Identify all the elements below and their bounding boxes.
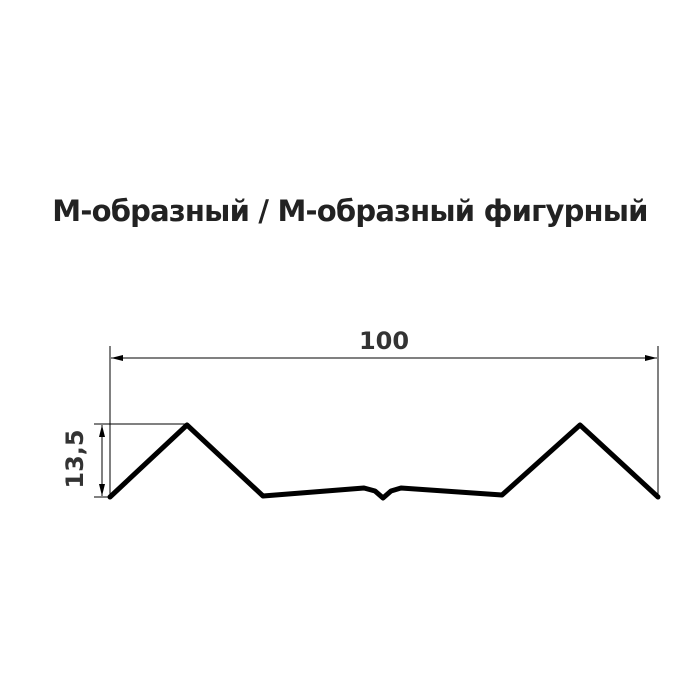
m-profile-outline <box>107 422 661 501</box>
profile-title: М-образный / М-образный фигурный <box>52 194 648 228</box>
width-label: 100 <box>359 327 409 355</box>
height-label: 13,5 <box>61 429 89 488</box>
